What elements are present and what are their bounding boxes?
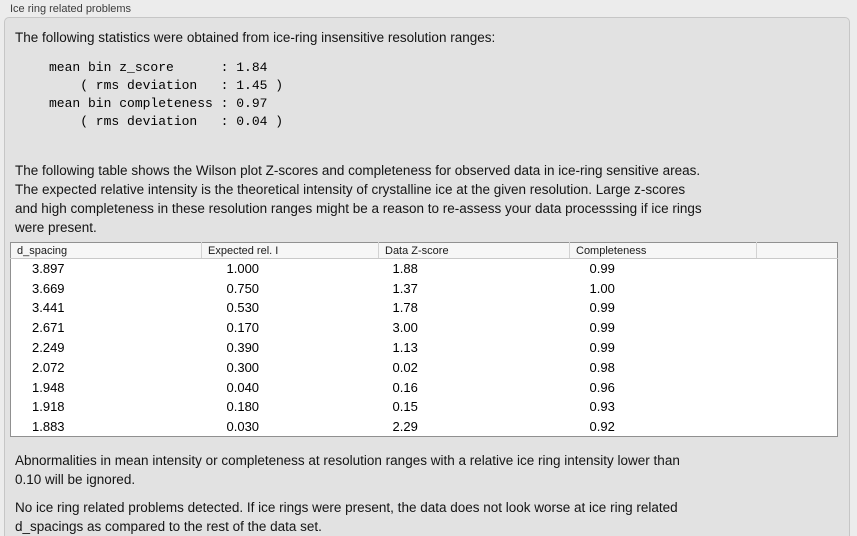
cell-d-spacing: 3.669: [32, 280, 65, 296]
cell-data-z-score: 0.15: [392, 399, 418, 415]
column-header-expected-rel-i[interactable]: Expected rel. I: [201, 242, 379, 259]
table-row[interactable]: 1.918 0.180 0.15 0.93: [11, 397, 838, 417]
cell-completeness: 0.96: [589, 379, 615, 395]
cell-empty: [757, 357, 838, 377]
cell-data-z-score: 2.29: [392, 419, 418, 435]
statistics-intro-text: The following statistics were obtained f…: [15, 30, 496, 45]
cell-data-z-score: 3.00: [392, 320, 418, 336]
column-header-d-spacing[interactable]: d_spacing: [10, 242, 202, 259]
cell-completeness: 0.98: [589, 359, 615, 375]
table-row[interactable]: 2.072 0.300 0.02 0.98: [11, 357, 838, 377]
cell-completeness: 0.99: [589, 340, 615, 356]
cell-expected-rel-i: 0.180: [226, 399, 260, 415]
cell-expected-rel-i: 0.300: [226, 359, 260, 375]
column-header-empty: [756, 242, 838, 259]
cell-empty: [757, 417, 838, 437]
cell-empty: [757, 259, 838, 279]
cell-d-spacing: 3.441: [32, 300, 65, 316]
table-row[interactable]: 3.441 0.530 1.78 0.99: [11, 298, 838, 318]
table-row[interactable]: 1.948 0.040 0.16 0.96: [11, 377, 838, 397]
table-row[interactable]: 1.883 0.030 2.29 0.92: [11, 417, 838, 437]
cell-expected-rel-i: 0.390: [226, 340, 260, 356]
table-row[interactable]: 3.897 1.000 1.88 0.99: [11, 259, 838, 279]
ice-ring-table: d_spacing Expected rel. I Data Z-score C…: [10, 242, 838, 438]
cell-completeness: 1.00: [589, 280, 615, 296]
cell-d-spacing: 2.671: [32, 320, 65, 336]
cell-d-spacing: 2.249: [32, 340, 65, 356]
cell-data-z-score: 1.37: [392, 280, 418, 296]
table-row[interactable]: 3.669 0.750 1.37 1.00: [11, 278, 838, 298]
cell-empty: [757, 298, 838, 318]
ignore-threshold-note: Abnormalities in mean intensity or compl…: [15, 453, 680, 488]
cell-d-spacing: 2.072: [32, 359, 65, 375]
ice-ring-groupbox: The following statistics were obtained f…: [4, 17, 850, 536]
column-header-completeness[interactable]: Completeness: [569, 242, 757, 259]
cell-expected-rel-i: 0.750: [226, 280, 260, 296]
conclusion-note: No ice ring related problems detected. I…: [15, 500, 678, 535]
cell-empty: [757, 377, 838, 397]
cell-empty: [757, 278, 838, 298]
cell-completeness: 0.99: [589, 320, 615, 336]
cell-data-z-score: 1.78: [392, 300, 418, 316]
table-description-text: The following table shows the Wilson plo…: [15, 163, 702, 235]
cell-empty: [757, 397, 838, 417]
cell-d-spacing: 1.948: [32, 379, 65, 395]
cell-completeness: 0.93: [589, 399, 615, 415]
table-header-row: d_spacing Expected rel. I Data Z-score C…: [10, 242, 838, 259]
cell-data-z-score: 0.16: [392, 379, 418, 395]
cell-d-spacing: 3.897: [32, 261, 65, 277]
cell-empty: [757, 338, 838, 358]
column-header-data-z-score[interactable]: Data Z-score: [378, 242, 570, 259]
panel-title: Ice ring related problems: [10, 3, 132, 15]
cell-data-z-score: 1.13: [392, 340, 418, 356]
cell-d-spacing: 1.883: [32, 419, 65, 435]
table-row[interactable]: 2.249 0.390 1.13 0.99: [11, 338, 838, 358]
cell-expected-rel-i: 0.530: [226, 300, 260, 316]
cell-expected-rel-i: 0.040: [226, 379, 260, 395]
table-row[interactable]: 2.671 0.170 3.00 0.99: [11, 318, 838, 338]
cell-completeness: 0.99: [589, 261, 615, 277]
cell-expected-rel-i: 0.030: [226, 419, 260, 435]
cell-expected-rel-i: 1.000: [226, 261, 260, 277]
cell-data-z-score: 0.02: [392, 359, 418, 375]
cell-empty: [757, 318, 838, 338]
statistics-block: mean bin z_score : 1.84 ( rms deviation …: [49, 60, 284, 129]
cell-data-z-score: 1.88: [392, 261, 418, 277]
cell-expected-rel-i: 0.170: [226, 320, 260, 336]
cell-completeness: 0.92: [589, 419, 615, 435]
cell-d-spacing: 1.918: [32, 399, 65, 415]
cell-completeness: 0.99: [589, 300, 615, 316]
